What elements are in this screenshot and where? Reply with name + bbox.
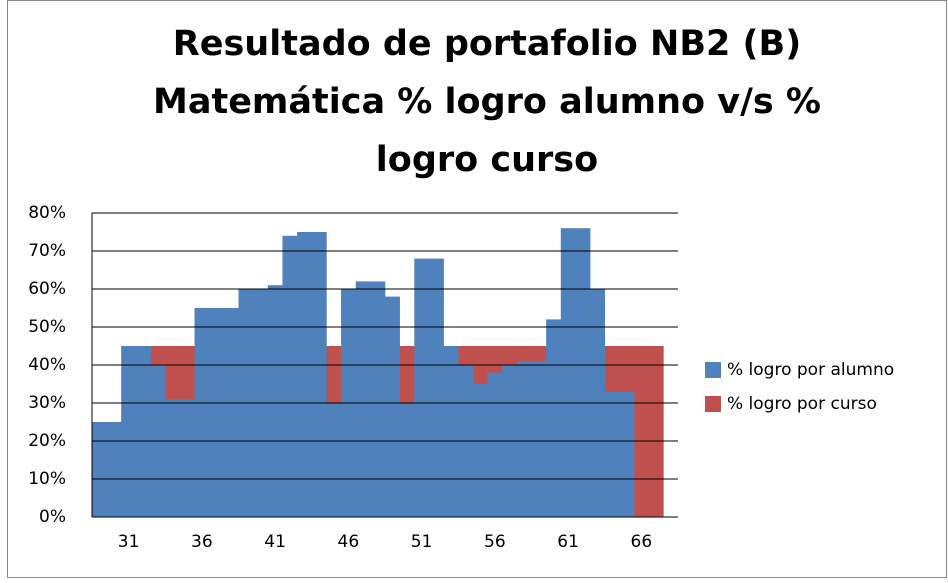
chart-title: Matemática % logro alumno v/s % [153,82,821,122]
legend-label: % logro por curso [727,394,877,414]
x-tick-label: 66 [631,532,653,552]
bar [443,346,459,517]
bar [428,258,444,517]
bar [311,232,327,517]
bar [546,319,562,517]
bar [135,346,151,517]
y-tick-label: 80% [28,203,66,223]
y-tick-label: 30% [28,393,66,413]
bar [604,391,620,517]
bar [92,422,107,517]
y-tick-label: 10% [28,469,66,489]
y-tick-label: 60% [28,279,66,299]
bar [648,346,664,517]
x-tick-label: 61 [557,532,579,552]
chart-title: logro curso [376,140,598,180]
x-tick-label: 41 [264,532,286,552]
bar [179,399,195,517]
bar [209,308,225,517]
bar [399,403,415,517]
bar [355,281,371,517]
y-tick-label: 20% [28,431,66,451]
legend-swatch [705,362,721,378]
x-tick-label: 31 [118,532,140,552]
legend-label: % logro por alumno [727,360,894,380]
x-tick-label: 56 [484,532,506,552]
bar [385,296,400,517]
y-tick-label: 70% [28,241,66,261]
bar [472,384,488,517]
bar [516,361,532,517]
x-tick-label: 51 [411,532,433,552]
bar [531,361,547,517]
bar [414,258,430,517]
bar [297,232,313,517]
y-tick-label: 40% [28,355,66,375]
bar [223,308,239,517]
bar [560,228,576,517]
bar [370,281,386,517]
bar [575,228,591,517]
x-tick-label: 36 [191,532,213,552]
y-tick-label: 0% [39,507,66,527]
y-tick-label: 50% [28,317,66,337]
chart-title: Resultado de portafolio NB2 (B) [173,24,801,64]
bar [634,346,649,517]
bar [282,235,298,518]
legend-swatch [705,396,721,412]
bar [106,422,122,517]
bar [487,372,503,517]
bar [267,285,283,517]
bar [619,391,635,517]
x-tick-label: 46 [338,532,360,552]
bar [194,308,210,517]
bar [121,346,137,517]
bar [165,399,181,517]
bar [326,403,342,517]
